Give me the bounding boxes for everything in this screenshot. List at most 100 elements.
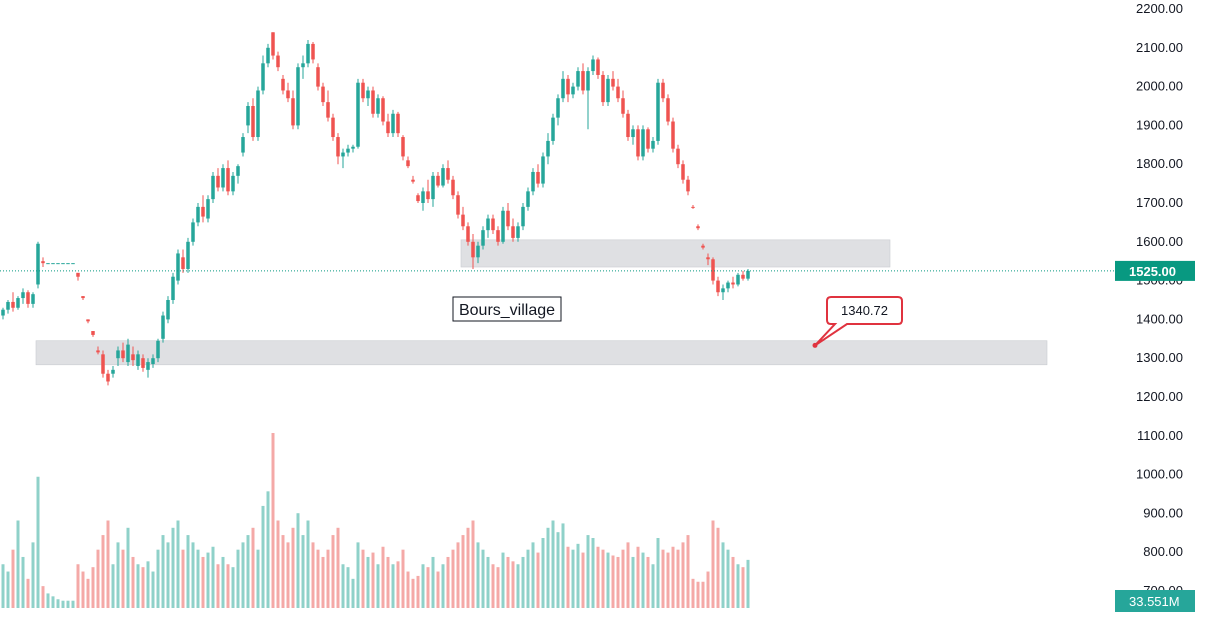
candle-body xyxy=(246,106,250,126)
candle xyxy=(106,369,110,386)
candle xyxy=(736,272,740,287)
candle-body xyxy=(546,140,550,157)
candle xyxy=(231,171,235,196)
candle xyxy=(201,195,205,223)
candle xyxy=(426,179,430,203)
candle xyxy=(536,164,540,188)
candle xyxy=(636,125,640,161)
candle xyxy=(371,86,375,118)
candle xyxy=(581,63,585,95)
volume-bar xyxy=(286,542,290,608)
volume-bar xyxy=(186,535,190,608)
volume-bar xyxy=(266,491,270,608)
candle-body xyxy=(406,160,410,167)
candle-body xyxy=(716,280,720,293)
volume-bar xyxy=(51,596,55,608)
candle-body xyxy=(281,78,285,91)
candle-body xyxy=(141,358,145,368)
volume-layer xyxy=(1,433,750,608)
volume-bar xyxy=(116,542,120,608)
candle xyxy=(676,144,680,169)
candle-body xyxy=(421,191,425,203)
candle xyxy=(361,78,365,103)
volume-bar xyxy=(451,549,455,608)
volume-bar xyxy=(421,564,425,608)
candle-body xyxy=(156,340,160,359)
candle-body xyxy=(526,191,530,207)
volume-bar xyxy=(36,476,40,608)
volume-bar xyxy=(631,556,635,608)
candle-body xyxy=(606,78,610,103)
candle-body xyxy=(431,175,435,200)
volume-bar xyxy=(661,549,665,608)
last-price-badge: 1525.00 xyxy=(1115,260,1195,281)
volume-bar xyxy=(326,549,330,608)
volume-bar xyxy=(231,567,235,608)
candle xyxy=(726,280,730,293)
candle xyxy=(396,111,400,138)
price-axis[interactable]: 2200.00 2100.00 2000.00 1900.00 1800.00 1700.… xyxy=(1136,1,1183,598)
candle-body xyxy=(31,294,35,304)
watermark-text: Bours_village xyxy=(459,302,555,319)
volume-bar xyxy=(706,571,710,608)
price-callout[interactable]: 1340.72 xyxy=(812,296,903,348)
candle-body xyxy=(376,98,380,114)
candle-body xyxy=(446,168,450,180)
candle-body xyxy=(381,98,385,122)
candle-body xyxy=(536,171,540,184)
volume-bar xyxy=(481,549,485,608)
candle xyxy=(151,354,155,368)
candle xyxy=(506,203,510,231)
candle-body xyxy=(486,218,490,231)
candle xyxy=(651,137,655,153)
volume-bar xyxy=(691,578,695,608)
candle-body xyxy=(506,210,510,227)
candle-body xyxy=(91,331,95,335)
volume-bar xyxy=(621,549,625,608)
volume-bar xyxy=(381,546,385,608)
candle xyxy=(451,175,455,200)
volume-bar xyxy=(76,564,80,608)
volume-bar xyxy=(696,581,700,608)
volume-bar xyxy=(81,571,85,608)
volume-bar xyxy=(251,527,255,608)
volume-bar xyxy=(521,556,525,608)
volume-bar xyxy=(61,600,65,608)
candle xyxy=(616,78,620,103)
candle-body xyxy=(561,78,565,99)
candle-body xyxy=(666,98,670,122)
volume-badge: 33.551M xyxy=(1115,590,1195,612)
candle xyxy=(701,243,705,250)
candle-body xyxy=(451,179,455,196)
volume-bar xyxy=(66,600,70,608)
volume-bar xyxy=(681,542,685,608)
candle-body xyxy=(571,86,575,95)
volume-bar xyxy=(571,549,575,608)
candle xyxy=(496,226,500,246)
candle-body xyxy=(356,82,360,147)
candle-body xyxy=(456,195,460,215)
candle-body xyxy=(706,257,710,260)
volume-bar xyxy=(396,561,400,608)
candle-body xyxy=(691,206,695,208)
volume-bar xyxy=(441,564,445,608)
resistance-zone xyxy=(460,239,891,268)
candle xyxy=(541,152,545,188)
volume-bar xyxy=(101,535,105,608)
price-tick-label: 900.00 xyxy=(1143,505,1183,520)
candle xyxy=(96,346,100,355)
volume-bar xyxy=(226,564,230,608)
volume-bar xyxy=(651,564,655,608)
candle xyxy=(711,257,715,285)
candle xyxy=(431,171,435,207)
candle-body xyxy=(516,226,520,238)
candle-body xyxy=(266,47,270,64)
candle-body xyxy=(701,245,705,248)
volume-bar xyxy=(566,546,570,608)
candle xyxy=(666,94,670,126)
candle-body xyxy=(161,315,165,339)
price-tick-label: 1900.00 xyxy=(1136,117,1183,132)
candle xyxy=(16,296,20,310)
